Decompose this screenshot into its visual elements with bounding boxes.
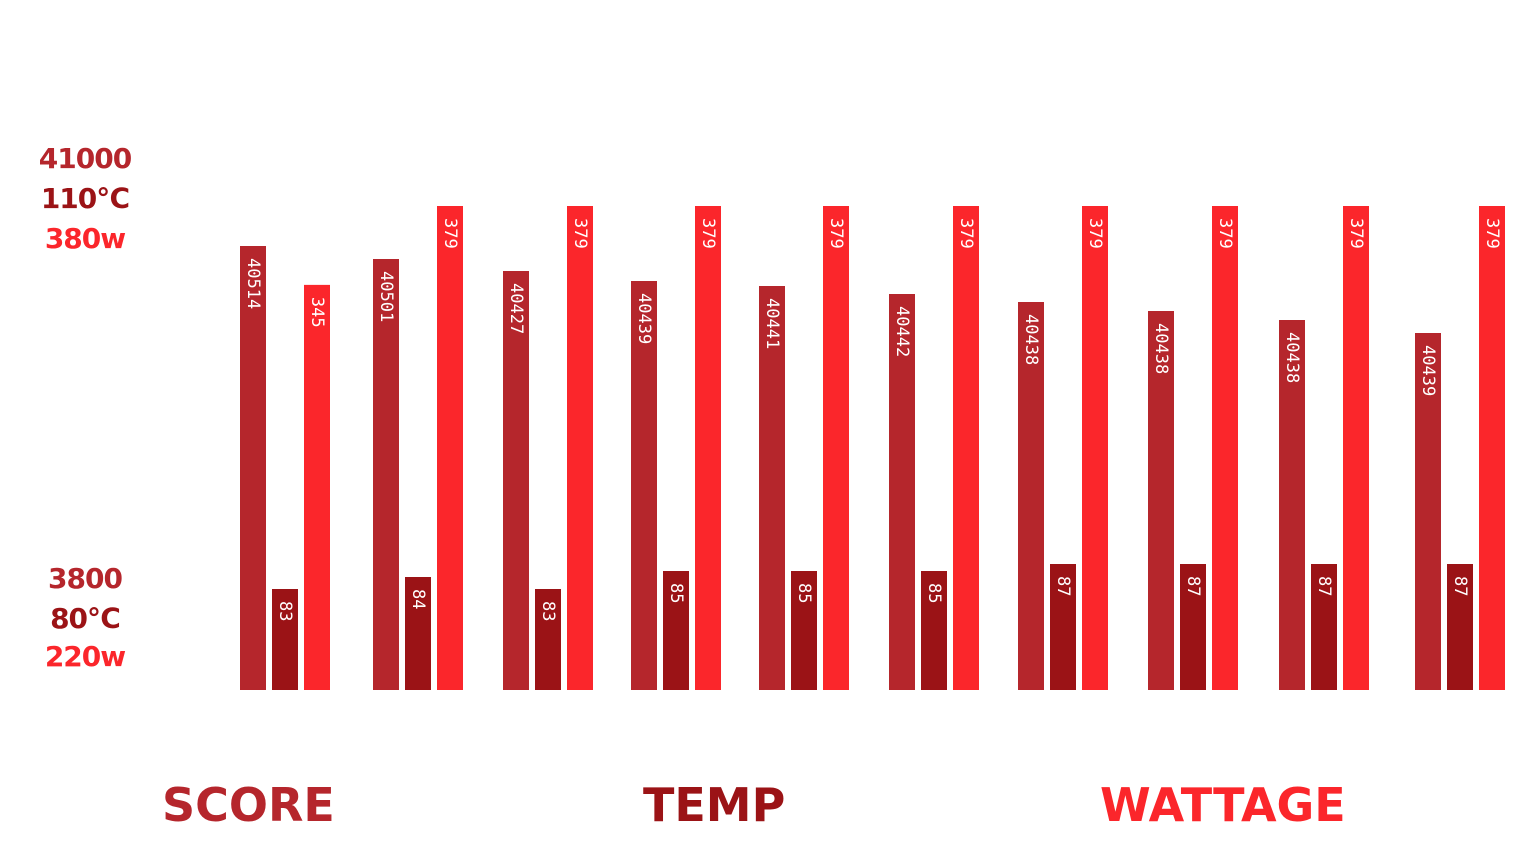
temp-bar-5 — [791, 571, 817, 690]
temp-bar-9 — [1311, 564, 1337, 690]
wattage-bar-5 — [823, 206, 849, 690]
temp-bar-3 — [535, 589, 561, 690]
temp-value-label-2: 84 — [408, 589, 428, 609]
score-value-label-6: 40442 — [892, 306, 912, 357]
score-value-label-5: 40441 — [762, 298, 782, 349]
score-bar-8 — [1148, 311, 1174, 690]
legend-score: SCORE — [162, 778, 335, 832]
wattage-bar-2 — [437, 206, 463, 690]
score-bar-1 — [240, 246, 266, 690]
wattage-value-label-7: 379 — [1085, 218, 1105, 249]
axis-bottom-temp-label: 80℃ — [50, 602, 121, 635]
score-bar-9 — [1279, 320, 1305, 690]
wattage-bar-9 — [1343, 206, 1369, 690]
temp-value-label-8: 87 — [1183, 576, 1203, 596]
wattage-value-label-9: 379 — [1346, 218, 1366, 249]
legend-wattage: WATTAGE — [1100, 778, 1346, 832]
wattage-bar-3 — [567, 206, 593, 690]
score-value-label-1: 40514 — [243, 258, 263, 309]
score-value-label-8: 40438 — [1151, 323, 1171, 374]
temp-bar-7 — [1050, 564, 1076, 690]
axis-bottom-score-label: 3800 — [48, 562, 123, 595]
temp-bar-8 — [1180, 564, 1206, 690]
axis-top-score-label: 41000 — [38, 142, 132, 175]
temp-value-label-3: 83 — [538, 601, 558, 621]
temp-value-label-5: 85 — [794, 583, 814, 603]
score-bar-6 — [889, 294, 915, 690]
wattage-value-label-8: 379 — [1215, 218, 1235, 249]
wattage-value-label-1: 345 — [307, 297, 327, 328]
temp-value-label-7: 87 — [1053, 576, 1073, 596]
wattage-bar-4 — [695, 206, 721, 690]
temp-value-label-9: 87 — [1314, 576, 1334, 596]
temp-value-label-4: 85 — [666, 583, 686, 603]
temp-value-label-6: 85 — [924, 583, 944, 603]
score-bar-2 — [373, 259, 399, 690]
score-value-label-4: 40439 — [634, 293, 654, 344]
score-bar-3 — [503, 271, 529, 690]
wattage-value-label-4: 379 — [698, 218, 718, 249]
wattage-bar-10 — [1479, 206, 1505, 690]
temp-bar-4 — [663, 571, 689, 690]
temp-bar-6 — [921, 571, 947, 690]
wattage-bar-7 — [1082, 206, 1108, 690]
wattage-value-label-2: 379 — [440, 218, 460, 249]
wattage-value-label-5: 379 — [826, 218, 846, 249]
legend-temp: TEMP — [643, 778, 786, 832]
temp-value-label-1: 83 — [275, 601, 295, 621]
score-value-label-10: 40439 — [1418, 345, 1438, 396]
temp-bar-2 — [405, 577, 431, 690]
score-bar-4 — [631, 281, 657, 690]
wattage-bar-8 — [1212, 206, 1238, 690]
score-value-label-7: 40438 — [1021, 314, 1041, 365]
score-value-label-3: 40427 — [506, 283, 526, 334]
wattage-value-label-6: 379 — [956, 218, 976, 249]
axis-bottom-wattage-label: 220w — [44, 640, 126, 673]
wattage-bar-6 — [953, 206, 979, 690]
axis-top-temp-label: 110℃ — [40, 182, 130, 215]
wattage-value-label-10: 379 — [1482, 218, 1502, 249]
axis-top-wattage-label: 380w — [44, 222, 126, 255]
score-value-label-9: 40438 — [1282, 332, 1302, 383]
temp-bar-10 — [1447, 564, 1473, 690]
temp-bar-1 — [272, 589, 298, 690]
score-bar-7 — [1018, 302, 1044, 690]
wattage-value-label-3: 379 — [570, 218, 590, 249]
score-bar-5 — [759, 286, 785, 690]
score-value-label-2: 40501 — [376, 271, 396, 322]
wattage-bar-1 — [304, 284, 330, 690]
score-bar-10 — [1415, 333, 1441, 690]
temp-value-label-10: 87 — [1450, 576, 1470, 596]
